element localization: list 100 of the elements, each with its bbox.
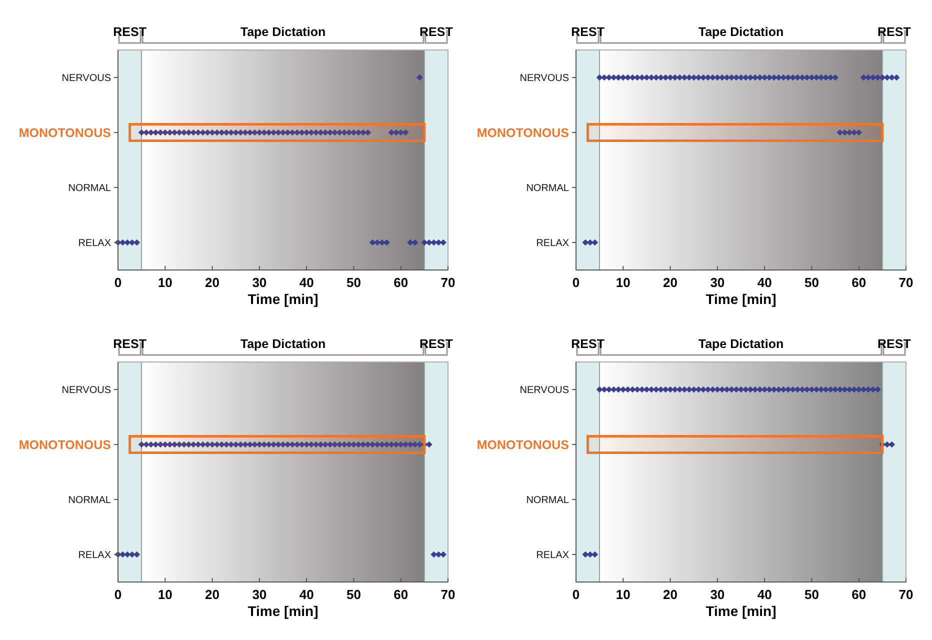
point <box>148 441 154 448</box>
point <box>360 129 366 136</box>
point <box>714 74 721 81</box>
point <box>369 239 376 246</box>
x-tick-label: 60 <box>852 587 866 602</box>
point <box>232 129 240 136</box>
point <box>879 74 886 81</box>
point <box>846 386 853 393</box>
point <box>761 386 768 393</box>
point <box>606 74 612 81</box>
point <box>266 441 272 448</box>
point <box>704 74 712 81</box>
point <box>638 386 646 393</box>
point <box>223 441 230 448</box>
point <box>200 129 206 136</box>
point <box>214 129 220 136</box>
x-tick-label: 70 <box>440 587 456 602</box>
x-tick-label: 40 <box>757 275 772 290</box>
point <box>586 239 594 246</box>
point <box>194 129 202 136</box>
x-tick-label: 60 <box>852 275 866 290</box>
point <box>289 441 296 448</box>
point <box>662 74 669 81</box>
point <box>194 441 202 448</box>
point <box>190 129 197 136</box>
point <box>426 441 432 448</box>
x-tick-label: 50 <box>346 587 361 602</box>
band-label: Tape Dictation <box>698 337 784 351</box>
point <box>652 74 660 81</box>
point <box>157 441 164 448</box>
point <box>804 74 810 81</box>
point <box>440 239 447 246</box>
point <box>360 441 366 448</box>
point <box>672 74 678 81</box>
band-label: REST <box>420 25 454 39</box>
point <box>260 129 268 136</box>
x-tick-label: 20 <box>205 587 220 602</box>
point <box>246 441 254 448</box>
band-label: REST <box>571 25 605 39</box>
point <box>369 441 376 448</box>
point <box>228 441 234 448</box>
point <box>204 129 211 136</box>
x-tick-label: 20 <box>663 275 678 290</box>
point <box>256 129 263 136</box>
point <box>738 386 744 393</box>
point <box>836 129 844 136</box>
point <box>652 386 660 393</box>
y-tick-label: RELAX <box>536 550 570 561</box>
band-label: Tape Dictation <box>240 337 326 351</box>
point <box>770 386 778 393</box>
x-tick-label: 50 <box>804 275 819 290</box>
x-tick-label: 70 <box>440 275 456 290</box>
point <box>856 386 862 393</box>
point <box>398 441 404 448</box>
point <box>326 441 334 448</box>
point <box>813 386 820 393</box>
point <box>298 441 306 448</box>
point <box>171 129 178 136</box>
point <box>266 129 272 136</box>
point <box>813 74 820 81</box>
point <box>294 129 300 136</box>
point <box>162 129 168 136</box>
point <box>624 74 632 81</box>
point <box>190 441 197 448</box>
x-axis-title: Time [min] <box>706 291 776 307</box>
point <box>237 129 244 136</box>
point <box>270 441 277 448</box>
point <box>180 441 188 448</box>
x-tick-label: 70 <box>898 275 914 290</box>
point <box>856 129 862 136</box>
point <box>322 129 329 136</box>
point <box>383 239 390 246</box>
point <box>270 129 277 136</box>
x-tick-label: 10 <box>616 275 630 290</box>
point <box>870 386 876 393</box>
x-axis-title: Time [min] <box>706 603 776 619</box>
point <box>780 74 787 81</box>
point <box>392 129 400 136</box>
point <box>402 441 409 448</box>
point <box>166 129 174 136</box>
point <box>388 441 395 448</box>
point <box>747 386 754 393</box>
point <box>421 239 428 246</box>
point <box>322 441 329 448</box>
point <box>846 129 853 136</box>
point <box>223 129 230 136</box>
x-tick-label: 30 <box>252 275 267 290</box>
point <box>355 441 362 448</box>
point <box>884 441 890 448</box>
point <box>592 239 598 246</box>
point <box>134 239 140 246</box>
point <box>860 74 867 81</box>
point <box>752 74 758 81</box>
point <box>596 74 603 81</box>
point <box>629 74 636 81</box>
point <box>148 129 154 136</box>
point <box>388 129 395 136</box>
point <box>416 74 423 81</box>
x-tick-label: 0 <box>114 275 122 290</box>
x-tick-label: 0 <box>572 275 580 290</box>
